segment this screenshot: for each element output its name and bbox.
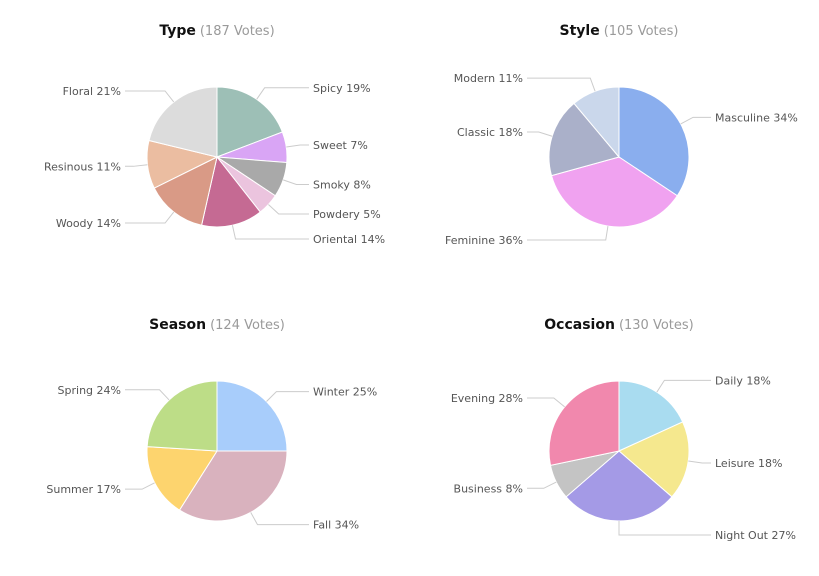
pie-slice-summer[interactable] <box>146 446 218 511</box>
leader-line-classic <box>527 131 553 137</box>
slice-label-fall: Fall 34% <box>313 519 359 532</box>
slice-label-leisure: Leisure 18% <box>715 457 782 470</box>
chart-vote-count: (187 Votes) <box>200 24 275 39</box>
pie-slice-woody[interactable] <box>153 156 218 226</box>
slice-label-evening: Evening 28% <box>451 392 523 405</box>
leader-line-leisure <box>688 460 711 464</box>
leader-line-spicy <box>256 87 309 100</box>
chart-title-name: Season <box>149 317 206 333</box>
chart-title: Season (124 Votes) <box>149 317 285 333</box>
leader-line-evening <box>527 397 565 408</box>
leader-line-business <box>527 481 557 489</box>
slice-label-business: Business 8% <box>454 482 523 495</box>
leader-line-winter <box>266 391 309 402</box>
slice-label-summer: Summer 17% <box>46 483 121 496</box>
chart-title-name: Style <box>560 23 600 39</box>
slice-label-spring: Spring 24% <box>58 384 121 397</box>
leader-line-summer <box>125 482 155 490</box>
leader-line-masculine <box>680 116 711 125</box>
chart-vote-count: (105 Votes) <box>604 24 679 39</box>
chart-vote-count: (130 Votes) <box>619 318 694 333</box>
leader-line-resinous <box>125 164 148 167</box>
slice-label-floral: Floral 21% <box>63 85 121 98</box>
pie-slice-evening[interactable] <box>548 380 620 466</box>
chart-title: Occasion (130 Votes) <box>544 317 693 333</box>
leader-line-fall <box>250 512 309 526</box>
pie-chart-occasion: Occasion (130 Votes) Daily 18% Leisure 18% N… <box>451 317 796 542</box>
chart-title-name: Occasion <box>544 317 615 333</box>
pie-slice-daily[interactable] <box>618 380 684 452</box>
pie-slice-modern[interactable] <box>573 86 620 159</box>
pie-slice-night-out[interactable] <box>565 450 673 522</box>
slice-label-feminine: Feminine 36% <box>445 234 523 247</box>
chart-title-name: Type <box>159 23 196 39</box>
leader-line-smoky <box>282 179 309 185</box>
pie-chart-season: Season (124 Votes) Winter 25% Fall 34% Summe… <box>46 317 377 532</box>
slice-label-woody: Woody 14% <box>56 217 121 230</box>
slice-label-smoky: Smoky 8% <box>313 178 371 191</box>
leader-line-oriental <box>231 225 309 240</box>
leader-line-daily <box>656 379 711 393</box>
pie-slice-spring[interactable] <box>146 380 218 452</box>
chart-title: Style (105 Votes) <box>560 23 679 39</box>
leader-line-sweet <box>286 144 309 148</box>
leader-line-powdery <box>268 204 309 215</box>
pie-slice-feminine[interactable] <box>550 156 678 228</box>
slice-label-spicy: Spicy 19% <box>313 82 371 95</box>
pie-slice-oriental[interactable] <box>200 155 261 228</box>
pie-chart-type: Type (187 Votes) Spicy 19% Sweet 7% Smoky 8%… <box>44 23 385 246</box>
slice-label-oriental: Oriental 14% <box>313 233 385 246</box>
pie-slice-winter[interactable] <box>216 380 288 452</box>
slice-label-resinous: Resinous 11% <box>44 160 121 173</box>
pie-chart-style: Style (105 Votes) Masculine 34% Feminine 36… <box>445 23 798 247</box>
leader-line-night-out <box>618 521 711 536</box>
pie-slice-spicy[interactable] <box>216 86 284 158</box>
slice-label-masculine: Masculine 34% <box>715 111 798 124</box>
leader-line-spring <box>125 389 170 401</box>
slice-label-modern: Modern 11% <box>454 72 523 85</box>
slice-label-winter: Winter 25% <box>313 386 377 399</box>
leader-line-modern <box>527 77 596 92</box>
chart-title: Type (187 Votes) <box>159 23 274 39</box>
slice-label-classic: Classic 18% <box>457 126 523 139</box>
slice-label-sweet: Sweet 7% <box>313 139 368 152</box>
pie-slice-leisure[interactable] <box>618 421 690 498</box>
slice-label-daily: Daily 18% <box>715 374 771 387</box>
leader-line-feminine <box>527 226 609 241</box>
chart-vote-count: (124 Votes) <box>210 318 285 333</box>
leader-line-woody <box>125 211 175 224</box>
leader-line-floral <box>125 90 175 103</box>
slice-label-powdery: Powdery 5% <box>313 208 381 221</box>
slice-label-night-out: Night Out 27% <box>715 529 796 542</box>
